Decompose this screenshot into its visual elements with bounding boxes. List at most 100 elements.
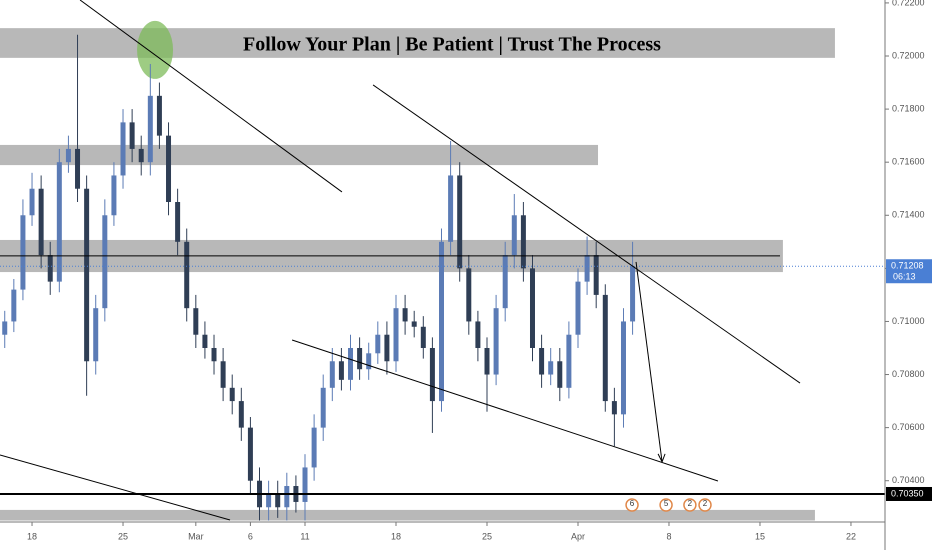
candle-body (247, 427, 253, 481)
candle-body (211, 347, 217, 362)
trend-line (291, 339, 719, 482)
event-label: 2 (688, 499, 693, 508)
candle-body (129, 122, 135, 149)
event-label: 5 (664, 499, 669, 508)
candle-body (438, 241, 444, 402)
candle-body (302, 467, 308, 502)
x-tick-label: Mar (188, 531, 204, 541)
candle-body (2, 321, 8, 335)
candle-body (411, 321, 417, 327)
last-price-tag (886, 259, 932, 284)
candle-body (220, 361, 226, 388)
trend-line (0, 454, 231, 521)
candle-body (156, 95, 162, 136)
candle-body (284, 486, 290, 508)
trend-line (79, 0, 343, 193)
candle-body (602, 294, 608, 402)
candle-body (75, 148, 81, 189)
event-icon (683, 498, 697, 512)
x-tick-label: 25 (118, 531, 128, 541)
candle-body (566, 334, 572, 388)
x-axis-bg (0, 522, 885, 550)
candle-body (275, 493, 281, 508)
support-tag (886, 486, 932, 501)
candle-body (138, 148, 144, 163)
candle-body (466, 268, 472, 322)
candle-body (366, 353, 372, 370)
candle-body (457, 175, 463, 269)
candle-body (229, 387, 235, 402)
y-tick-label: 0.71600 (892, 157, 925, 167)
zone (0, 509, 815, 521)
candle-body (102, 215, 108, 309)
candle-body (47, 255, 53, 282)
x-tick-label: 6 (248, 531, 253, 541)
candle-body (593, 255, 599, 295)
candle-body (193, 308, 199, 335)
candle-body (38, 188, 44, 256)
candle-body (393, 308, 399, 362)
candle-body (238, 401, 244, 428)
event-icon (698, 498, 712, 512)
candle-body (348, 347, 354, 380)
trend-line (372, 84, 801, 384)
x-tick-label: Apr (571, 531, 585, 541)
candle-body (93, 308, 99, 362)
candle-body (202, 334, 208, 348)
zone (0, 144, 599, 166)
candle-body (184, 241, 190, 309)
candle-body (329, 361, 335, 388)
y-tick-label: 0.72000 (892, 50, 925, 60)
candle-body (338, 361, 344, 380)
candle-body (493, 308, 499, 375)
event-label: 6 (630, 499, 635, 508)
candle-body (420, 326, 426, 348)
candle-body (111, 175, 117, 216)
candle-body (84, 188, 90, 362)
event-icon (659, 498, 673, 512)
last-price-label: 0.71208 (891, 261, 924, 271)
candle-body (557, 361, 563, 388)
x-tick-label: 11 (300, 531, 309, 541)
candle-body (584, 255, 590, 282)
candle-body (402, 308, 408, 322)
arrow (635, 261, 663, 462)
x-tick-label: 18 (27, 531, 37, 541)
candle-body (611, 401, 617, 415)
chart-title: Follow Your Plan | Be Patient | Trust Th… (243, 34, 661, 56)
candle-body (575, 281, 581, 335)
candle-body (630, 266, 636, 322)
candle-body (175, 202, 181, 242)
candle-body (166, 135, 172, 203)
x-tick-label: 15 (755, 531, 765, 541)
candle-body (65, 148, 71, 163)
y-tick-label: 0.71000 (892, 316, 925, 326)
y-tick-label: 0.70800 (892, 369, 925, 379)
x-tick-label: 18 (391, 531, 401, 541)
candle-body (357, 347, 363, 370)
countdown-label: 06:13 (893, 272, 916, 282)
y-tick-label: 0.70400 (892, 475, 925, 485)
candle-body (511, 215, 517, 256)
candle-body (320, 387, 326, 428)
support-label: 0.70350 (891, 488, 924, 498)
y-tick-label: 0.72200 (892, 0, 925, 7)
candle-body (520, 215, 526, 269)
candle-body (20, 215, 26, 290)
arrow-head (657, 453, 666, 464)
candle-body (266, 493, 272, 508)
y-tick-label: 0.71400 (892, 210, 925, 220)
candle-body (548, 361, 554, 375)
event-icon (625, 498, 639, 512)
event-label: 2 (703, 499, 708, 508)
candle-body (502, 255, 508, 309)
candle-body (448, 175, 454, 242)
candle-body (620, 321, 626, 415)
candle-body (147, 95, 153, 163)
candle-body (484, 347, 490, 375)
y-tick-label: 0.71800 (892, 103, 925, 113)
candle-body (529, 268, 535, 348)
candle-body (475, 321, 481, 348)
